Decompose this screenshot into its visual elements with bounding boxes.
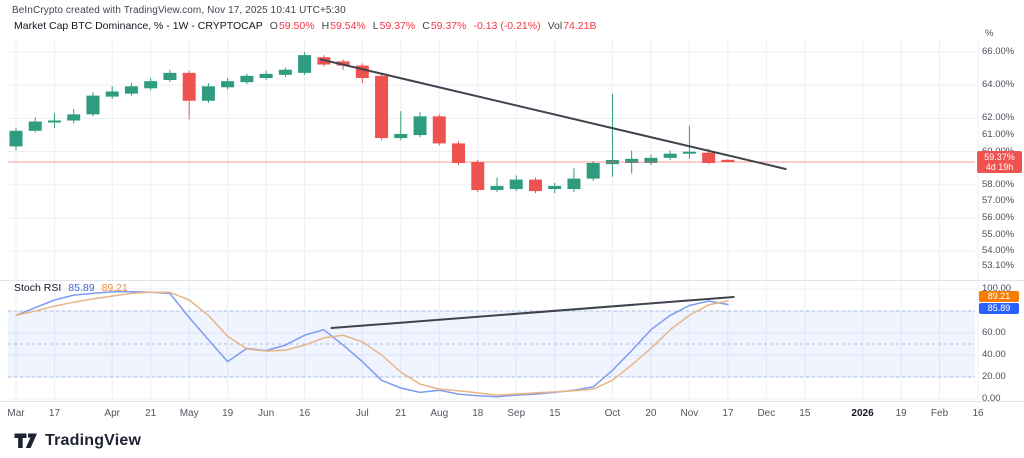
stoch-rsi-d-value: 89.21 bbox=[101, 282, 128, 294]
stoch-rsi-d-badge: 89.21 bbox=[979, 291, 1019, 302]
time-tick-label: Feb bbox=[930, 408, 949, 419]
low-value: 59.37% bbox=[379, 20, 416, 32]
price-axis-label: 64.00% bbox=[982, 79, 1015, 91]
time-tick-label: Nov bbox=[680, 408, 699, 419]
tradingview-wordmark: TradingView bbox=[45, 432, 142, 449]
time-axis[interactable]: Mar 17 Apr 21 May 19 Jun 16 Jul 21 Aug 18 Sep 15 Oct 20… bbox=[0, 401, 1024, 424]
open-label: O bbox=[269, 20, 278, 32]
time-tick-label: 17 bbox=[48, 408, 61, 419]
time-tick-label: 21 bbox=[145, 408, 157, 419]
time-tick-label: Oct bbox=[604, 408, 621, 419]
close-value: 59.37% bbox=[430, 20, 467, 32]
stoch-rsi-k-value: 85.89 bbox=[68, 282, 95, 294]
time-tick-label: 15 bbox=[549, 408, 561, 419]
price-axis-unit: % bbox=[985, 28, 994, 39]
ohlc-values: O 59.50% H 59.54% L 59.37% C 59.37% bbox=[270, 20, 467, 32]
time-tick-label: Dec bbox=[757, 408, 776, 419]
time-tick-label: May bbox=[179, 408, 199, 419]
time-tick-label: 18 bbox=[472, 408, 484, 419]
time-tick-label: 16 bbox=[972, 408, 984, 419]
time-tick-label: Aug bbox=[430, 408, 449, 419]
high-value: 59.54% bbox=[330, 20, 366, 32]
indicator-axis-label: 60.00 bbox=[982, 327, 1006, 338]
stoch-rsi-k-badge: 85.89 bbox=[979, 303, 1019, 314]
time-tick-label: Apr bbox=[104, 408, 120, 419]
indicator-axis-label: 20.00 bbox=[982, 371, 1006, 382]
time-tick-label: 15 bbox=[799, 408, 811, 419]
price-axis-label: 62.00% bbox=[982, 112, 1015, 124]
time-tick-label: 2026 bbox=[851, 408, 874, 419]
stoch-rsi-title[interactable]: Stoch RSI bbox=[14, 282, 62, 294]
time-tick-label: 19 bbox=[222, 408, 234, 419]
volume-value: 74.21B bbox=[563, 20, 597, 32]
time-tick-label: Mar bbox=[7, 408, 25, 419]
footer: TradingView bbox=[0, 424, 1024, 458]
last-price-value: 59.37% bbox=[984, 152, 1015, 162]
symbol-title[interactable]: Market Cap BTC Dominance, % - 1W - CRYPT… bbox=[14, 20, 263, 32]
price-axis-label: 57.00% bbox=[982, 195, 1015, 207]
time-tick-label: Sep bbox=[507, 408, 526, 419]
price-axis-label: 56.00% bbox=[982, 211, 1015, 223]
low-label: L bbox=[372, 20, 379, 32]
indicator-axis-label: 40.00 bbox=[982, 349, 1006, 360]
symbol-legend: Market Cap BTC Dominance, % - 1W - CRYPT… bbox=[14, 20, 596, 32]
high-label: H bbox=[321, 20, 330, 32]
price-axis-label: 54.00% bbox=[982, 245, 1015, 257]
price-axis-label: 53.10% bbox=[982, 260, 1015, 272]
time-tick-label: Jul bbox=[355, 408, 369, 419]
price-axis-label: 58.00% bbox=[982, 178, 1015, 190]
volume-label: Vol bbox=[547, 20, 563, 32]
time-tick-label: Jun bbox=[258, 408, 275, 419]
stoch-rsi-legend: Stoch RSI 85.89 89.21 bbox=[14, 282, 128, 294]
indicator-axis-label: 100.00 bbox=[982, 283, 1012, 294]
time-tick-label: 21 bbox=[395, 408, 407, 419]
tradingview-brand[interactable]: TradingView bbox=[14, 432, 141, 450]
time-tick-label: 17 bbox=[722, 408, 734, 419]
time-tick-label: 16 bbox=[299, 408, 311, 419]
bar-countdown: 4d 19h bbox=[985, 162, 1014, 172]
close-label: C bbox=[422, 20, 430, 32]
open-value: 59.50% bbox=[278, 20, 315, 32]
price-axis-label: 61.00% bbox=[982, 128, 1015, 140]
attribution-note: BeInCrypto created with TradingView.com,… bbox=[12, 5, 346, 16]
indicator-axis-label: 0.00 bbox=[982, 393, 1001, 404]
pane-separator[interactable] bbox=[0, 280, 1024, 281]
time-tick-label: 20 bbox=[645, 408, 657, 419]
price-axis-label: 55.00% bbox=[982, 228, 1015, 240]
change-value: -0.13 (-0.21%) bbox=[473, 20, 541, 32]
price-axis-label: 66.00% bbox=[982, 45, 1015, 57]
tradingview-logo-icon bbox=[14, 433, 37, 448]
last-price-badge: 59.37% 4d 19h bbox=[977, 151, 1022, 173]
time-tick-label: 19 bbox=[895, 408, 907, 419]
